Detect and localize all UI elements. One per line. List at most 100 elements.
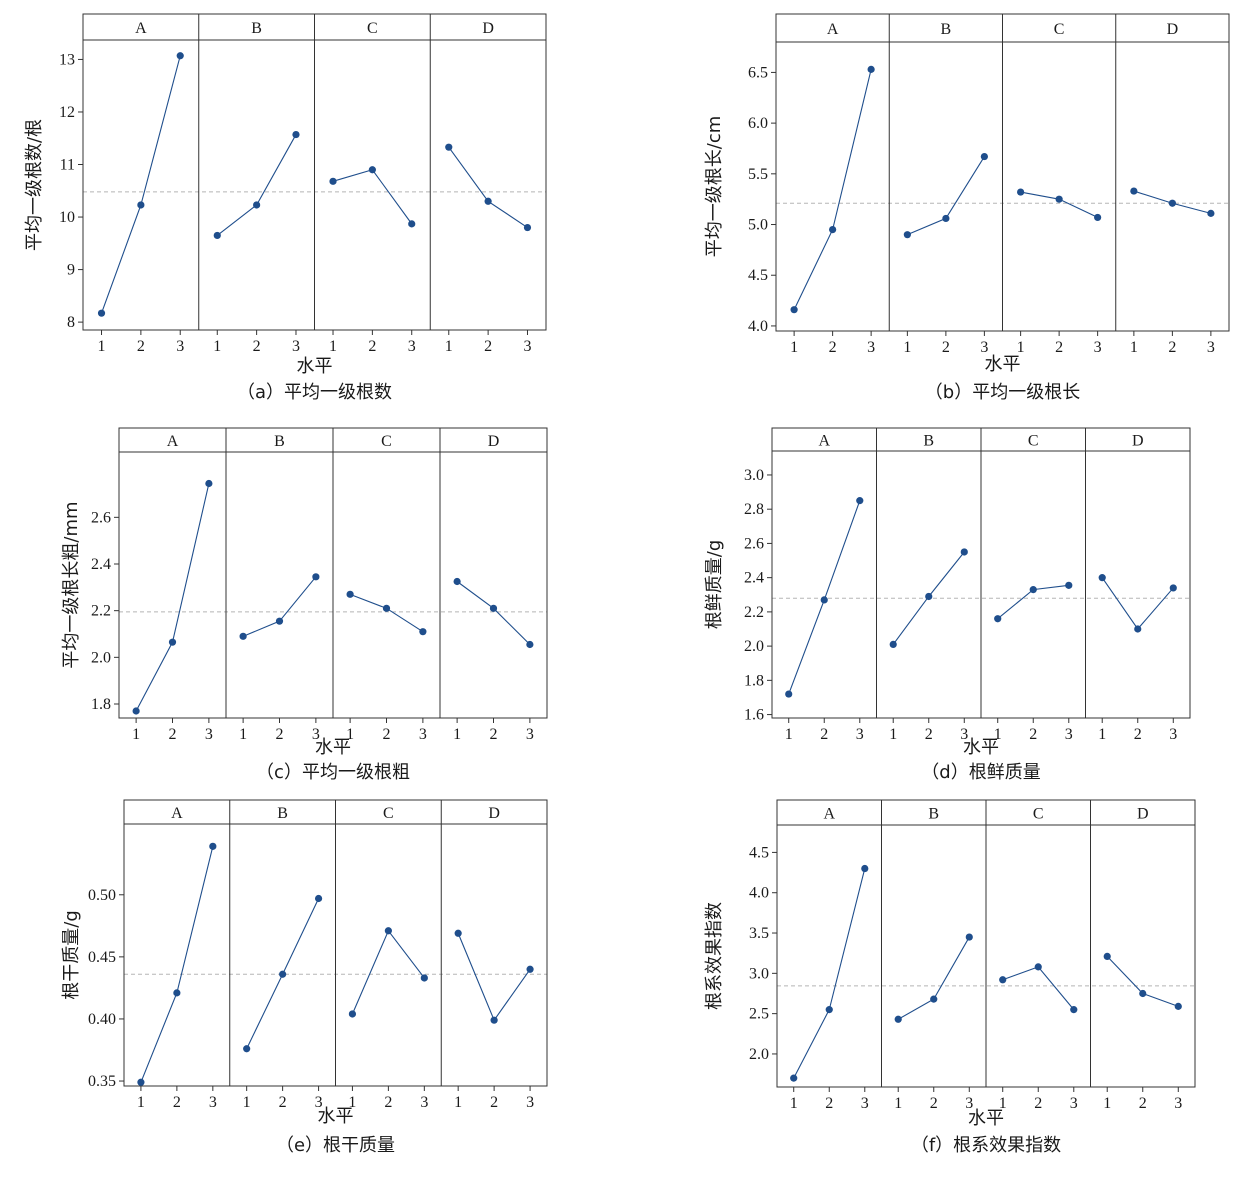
- x-tick-label: 3: [205, 726, 213, 743]
- chart-caption: （e）根干质量: [276, 1135, 395, 1156]
- data-point-B-1: [903, 231, 911, 239]
- series-line-C: [332, 169, 413, 225]
- x-tick-label: 3: [960, 726, 968, 743]
- data-point-C-3: [419, 628, 427, 636]
- x-tick-label: 2: [173, 1094, 181, 1111]
- chart-5: A B C D 2.0 2.5 3.0 3.5 4.0 4.5 根系效果指数 1 2 3 1 2 3 1 2 3 1 2 3…: [704, 799, 1196, 1156]
- data-point-A-3: [176, 52, 184, 60]
- x-tick-label: 1: [239, 726, 247, 743]
- x-tick-label: 1: [213, 338, 221, 355]
- y-tick-label: 13: [59, 51, 75, 68]
- data-point-A-1: [132, 707, 140, 715]
- data-point-D-2: [1134, 625, 1142, 633]
- y-tick-label: 4.0: [749, 885, 769, 902]
- y-tick-label: 2.6: [91, 509, 111, 526]
- panel-label-C: C: [1033, 806, 1044, 823]
- panel-label-B: B: [277, 805, 288, 822]
- data-point-A-3: [861, 864, 869, 873]
- data-point-A-2: [173, 989, 181, 997]
- x-tick-label: 2: [820, 726, 828, 743]
- chart-1: A B C D 4.0 4.5 5.0 5.5 6.0 6.5 平均一级根长/cm 1 2 3 1 2 3 1 2 3…: [704, 13, 1230, 403]
- data-point-D-2: [1168, 199, 1176, 207]
- y-tick-label: 6.5: [748, 64, 768, 81]
- series-line-B: [242, 576, 317, 637]
- chart-caption: （f）根系效果指数: [911, 1135, 1061, 1156]
- data-point-D-1: [454, 929, 462, 937]
- data-point-D-1: [453, 577, 461, 586]
- y-tick-label: 2.6: [744, 535, 764, 552]
- data-point-B-1: [243, 1045, 251, 1053]
- data-point-B-3: [965, 933, 973, 941]
- y-tick-label: 1.8: [744, 672, 764, 689]
- data-point-C-1: [329, 177, 337, 185]
- series-line-C: [349, 593, 424, 633]
- y-tick-label: 3.5: [749, 925, 769, 942]
- data-point-D-3: [1174, 1002, 1182, 1010]
- y-tick-label: 2.2: [91, 603, 111, 620]
- data-point-A-3: [209, 842, 217, 850]
- x-tick-label: 2: [930, 1095, 938, 1112]
- panel-label-D: D: [488, 805, 500, 822]
- data-point-C-3: [1065, 581, 1073, 589]
- y-tick-label: 12: [59, 104, 75, 121]
- x-axis-title: 水平: [968, 1108, 1004, 1129]
- panel-label-C: C: [383, 805, 394, 822]
- x-tick-label: 3: [312, 726, 320, 743]
- data-point-C-3: [1070, 1006, 1078, 1014]
- x-tick-label: 2: [1034, 1095, 1042, 1112]
- x-tick-label: 1: [1017, 339, 1025, 356]
- x-tick-label: 2: [829, 339, 837, 356]
- y-tick-label: 0.45: [88, 949, 116, 966]
- data-point-C-3: [1094, 213, 1102, 222]
- y-tick-label: 5.5: [748, 166, 768, 183]
- x-tick-label: 1: [98, 338, 106, 355]
- data-point-B-2: [253, 201, 261, 209]
- x-tick-label: 2: [1055, 339, 1063, 356]
- data-point-B-2: [925, 592, 933, 601]
- data-point-C-1: [1017, 188, 1025, 196]
- y-tick-label: 4.5: [749, 844, 769, 861]
- data-point-D-3: [526, 965, 534, 973]
- y-axis-title: 根系效果指数: [704, 902, 725, 1010]
- data-point-C-2: [1029, 586, 1037, 594]
- x-tick-label: 2: [942, 339, 950, 356]
- series-line-A: [793, 69, 872, 310]
- data-point-C-1: [346, 590, 354, 598]
- x-axis-title: 水平: [315, 737, 351, 758]
- panel-label-C: C: [1054, 21, 1065, 38]
- x-tick-label: 1: [453, 726, 461, 743]
- x-tick-label: 3: [1174, 1095, 1182, 1112]
- x-tick-label: 1: [445, 338, 453, 355]
- y-tick-label: 0.50: [88, 887, 116, 904]
- x-tick-label: 3: [526, 1094, 534, 1111]
- data-point-B-3: [292, 130, 300, 139]
- data-point-C-1: [348, 1010, 357, 1018]
- y-tick-label: 2.2: [744, 604, 764, 621]
- x-tick-label: 1: [790, 339, 798, 356]
- data-point-A-3: [205, 479, 213, 488]
- y-tick-label: 3.0: [749, 965, 769, 982]
- data-point-C-1: [994, 615, 1002, 623]
- x-tick-label: 3: [292, 338, 300, 355]
- x-tick-label: 2: [484, 338, 492, 355]
- series-line-A: [135, 483, 210, 712]
- x-tick-label: 2: [925, 726, 933, 743]
- x-tick-label: 2: [279, 1094, 287, 1111]
- data-point-A-2: [825, 1006, 833, 1014]
- x-tick-label: 2: [825, 1095, 833, 1112]
- y-tick-label: 11: [60, 157, 75, 174]
- data-point-B-3: [312, 573, 320, 581]
- panel-label-D: D: [488, 433, 500, 450]
- data-point-A-1: [137, 1078, 145, 1086]
- data-point-B-1: [239, 632, 247, 640]
- series-line-D: [456, 581, 531, 645]
- x-tick-label: 3: [408, 338, 416, 355]
- chart-3: A B C D 1.6 1.8 2.0 2.2 2.4 2.6 2.8 3.0 根鲜质量/g 1 2 3 1 2 3…: [704, 427, 1191, 783]
- series-line-B: [907, 156, 985, 236]
- series-line-A: [793, 868, 866, 1079]
- data-point-D-3: [1207, 209, 1215, 217]
- x-tick-label: 2: [368, 338, 376, 355]
- data-point-A-2: [820, 596, 828, 604]
